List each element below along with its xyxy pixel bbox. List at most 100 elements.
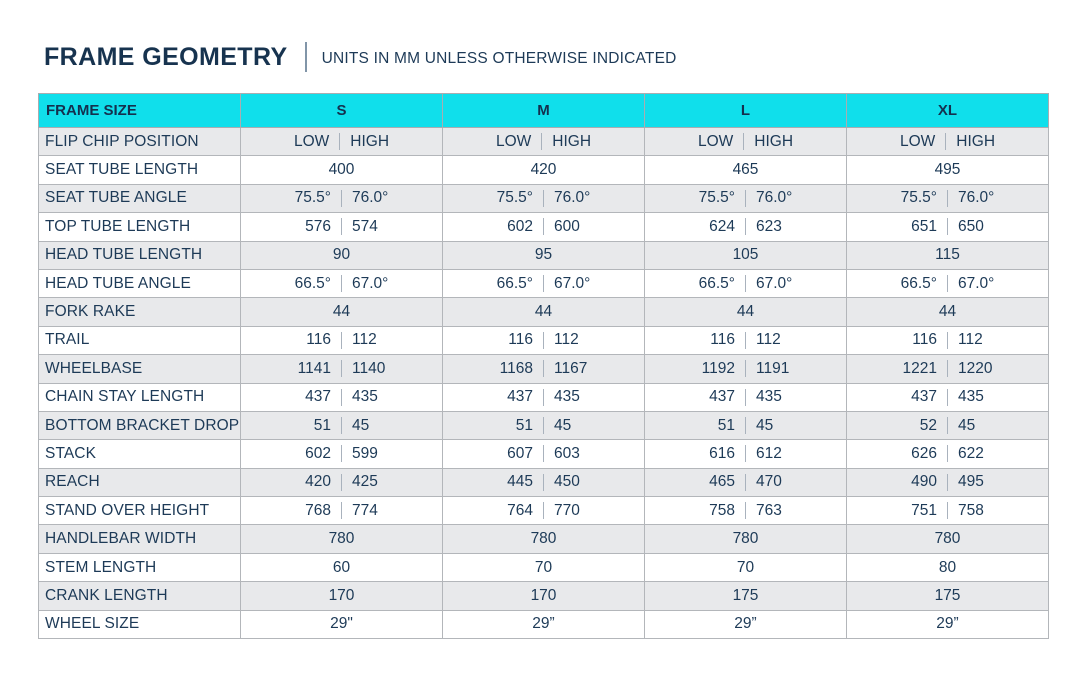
value-cell: 116 112: [644, 325, 847, 356]
high-value: 112: [756, 331, 781, 349]
high-value: 76.0°: [958, 189, 995, 207]
low-high-pair: 420 425: [305, 473, 378, 491]
value-cell: 651 650: [846, 212, 1049, 242]
low-value: 1221: [902, 359, 937, 377]
value-divider: [947, 417, 948, 435]
value-divider: [341, 218, 342, 236]
low-value: 116: [508, 331, 533, 349]
high-value: 450: [554, 473, 580, 491]
high-value: HIGH: [552, 132, 592, 150]
value-divider: [543, 417, 544, 435]
value-cell: 66.5° 67.0°: [846, 268, 1049, 299]
low-high-pair: 751 758: [911, 502, 984, 520]
value-cell: 616 612: [644, 439, 847, 469]
high-value: 599: [352, 444, 378, 462]
row-label: SEAT TUBE ANGLE: [38, 183, 241, 214]
low-high-pair: 465 470: [709, 473, 782, 491]
low-value: 66.5°: [900, 274, 937, 292]
value-divider: [745, 473, 746, 491]
value-cell: 1168 1167: [442, 354, 645, 384]
low-value: 75.5°: [294, 189, 331, 207]
value-cell: 51 45: [240, 410, 443, 441]
value-divider: [341, 388, 342, 406]
low-high-pair: 445 450: [507, 473, 580, 491]
value-divider: [947, 360, 948, 378]
value-divider: [947, 331, 948, 349]
high-value: 435: [756, 388, 782, 406]
value-divider: [745, 360, 746, 378]
header-size-s: S: [240, 93, 443, 128]
value-divider: [341, 189, 342, 207]
header-row: FRAME SIZE S M L XL: [38, 93, 1049, 128]
low-high-pair: 51 45: [516, 417, 571, 435]
value-divider: [543, 331, 544, 349]
row-label: CRANK LENGTH: [38, 581, 241, 611]
page-header: FRAME GEOMETRY UNITS IN MM UNLESS OTHERW…: [44, 42, 677, 72]
low-high-pair: 116 112: [306, 331, 377, 349]
value-cell: 170: [240, 581, 443, 611]
header-size-l: L: [644, 93, 847, 128]
geometry-table-body: FLIP CHIP POSITION LOW HIGH LOW HIGH LOW HIGH L…: [38, 126, 1049, 640]
low-high-pair: 626 622: [911, 445, 984, 463]
value-cell: 758 763: [644, 496, 847, 526]
low-value: 66.5°: [294, 274, 331, 292]
table-row: STAND OVER HEIGHT 768 774 764 770 758 763 751 75…: [38, 496, 1049, 526]
value-divider: [745, 218, 746, 236]
value-cell: 115: [846, 240, 1049, 270]
high-value: 67.0°: [756, 274, 793, 292]
high-value: 112: [554, 331, 579, 349]
low-value: 51: [717, 416, 735, 434]
value-cell: 44: [846, 297, 1049, 327]
low-high-pair: 51 45: [717, 416, 773, 435]
header-size-xl: XL: [846, 93, 1049, 128]
value-divider: [745, 502, 746, 520]
row-label: STACK: [38, 439, 241, 469]
value-cell: LOW HIGH: [846, 126, 1049, 157]
table-row: WHEELBASE 1141 1140 1168 1167 1192 1191 1221 122…: [38, 354, 1049, 384]
value-divider: [947, 445, 948, 463]
value-cell: 75.5° 76.0°: [846, 183, 1049, 214]
header-size-m: M: [442, 93, 645, 128]
row-label: STAND OVER HEIGHT: [38, 496, 241, 526]
low-value: 51: [313, 416, 331, 434]
low-high-pair: 576 574: [305, 218, 378, 236]
value-divider: [745, 417, 746, 435]
value-cell: 602 599: [240, 439, 443, 469]
high-value: 1140: [352, 359, 386, 377]
row-label: HEAD TUBE LENGTH: [38, 240, 241, 270]
low-high-pair: 437 435: [911, 388, 984, 406]
high-value: 76.0°: [756, 189, 793, 207]
value-cell: 60: [240, 552, 443, 583]
value-cell: 602 600: [442, 212, 645, 242]
value-cell: 116 112: [846, 325, 1049, 356]
low-high-pair: 75.5° 76.0°: [497, 189, 590, 207]
table-row: SEAT TUBE ANGLE 75.5° 76.0° 75.5° 76.0° 75.5°…: [38, 183, 1049, 214]
low-high-pair: 624 623: [709, 218, 782, 236]
value-divider: [945, 133, 947, 151]
value-cell: 90: [240, 240, 443, 270]
value-cell: 75.5° 76.0°: [644, 183, 847, 214]
table-row: STACK 602 599 607 603 616 612 626 622: [38, 439, 1049, 469]
low-value: 116: [306, 331, 331, 349]
value-cell: 1221 1220: [846, 354, 1049, 384]
value-cell: 465: [644, 155, 847, 185]
low-high-pair: 651 650: [911, 218, 984, 236]
low-high-pair: 75.5° 76.0°: [901, 189, 995, 207]
low-value: 445: [507, 473, 533, 491]
low-value: LOW: [697, 132, 734, 150]
value-divider: [341, 473, 342, 491]
high-value: 67.0°: [958, 274, 995, 292]
low-value: 602: [507, 217, 533, 235]
high-value: 425: [352, 473, 378, 491]
table-row: HANDLEBAR WIDTH 780 780 780 780: [38, 524, 1049, 554]
low-value: 52: [919, 416, 937, 434]
page-title: FRAME GEOMETRY: [44, 42, 288, 71]
low-value: 116: [912, 331, 937, 349]
table-row: TOP TUBE LENGTH 576 574 602 600 624 623 651 650: [38, 212, 1049, 242]
geometry-table: FRAME SIZE S M L XL FLIP CHIP POSITION LO…: [38, 93, 1049, 640]
high-value: 435: [352, 388, 378, 406]
low-high-pair: 602 599: [305, 445, 378, 463]
value-cell: 624 623: [644, 212, 847, 242]
low-value: 616: [709, 444, 735, 462]
